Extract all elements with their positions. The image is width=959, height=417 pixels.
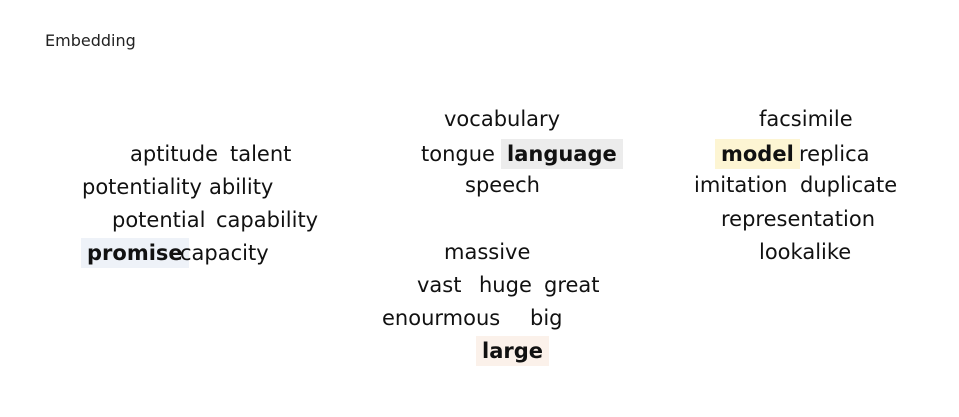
word-great: great xyxy=(544,273,600,297)
word-duplicate: duplicate xyxy=(800,173,898,197)
word-talent: talent xyxy=(230,142,292,166)
word-capability: capability xyxy=(216,208,319,232)
word-big: big xyxy=(530,306,563,330)
word-replica: replica xyxy=(799,142,870,166)
word-massive: massive xyxy=(444,240,531,264)
word-model-highlighted: model xyxy=(715,139,800,169)
word-enourmous: enourmous xyxy=(382,306,501,330)
word-language-highlighted: language xyxy=(501,139,623,169)
word-tongue: tongue xyxy=(421,142,495,166)
word-ability: ability xyxy=(209,175,274,199)
word-vocabulary: vocabulary xyxy=(444,107,561,131)
word-lookalike: lookalike xyxy=(759,240,852,264)
word-potentiality: potentiality xyxy=(82,175,202,199)
word-aptitude: aptitude xyxy=(130,142,219,166)
word-promise-highlighted: promise xyxy=(81,238,189,268)
word-large-highlighted: large xyxy=(476,336,550,366)
word-representation: representation xyxy=(721,207,876,231)
word-vast: vast xyxy=(417,273,462,297)
word-potential: potential xyxy=(112,208,206,232)
word-huge: huge xyxy=(479,273,532,297)
diagram-title: Embedding xyxy=(45,31,136,50)
word-imitation: imitation xyxy=(694,173,788,197)
word-capacity: capacity xyxy=(180,241,269,265)
word-facsimile: facsimile xyxy=(759,107,853,131)
word-speech: speech xyxy=(465,173,540,197)
